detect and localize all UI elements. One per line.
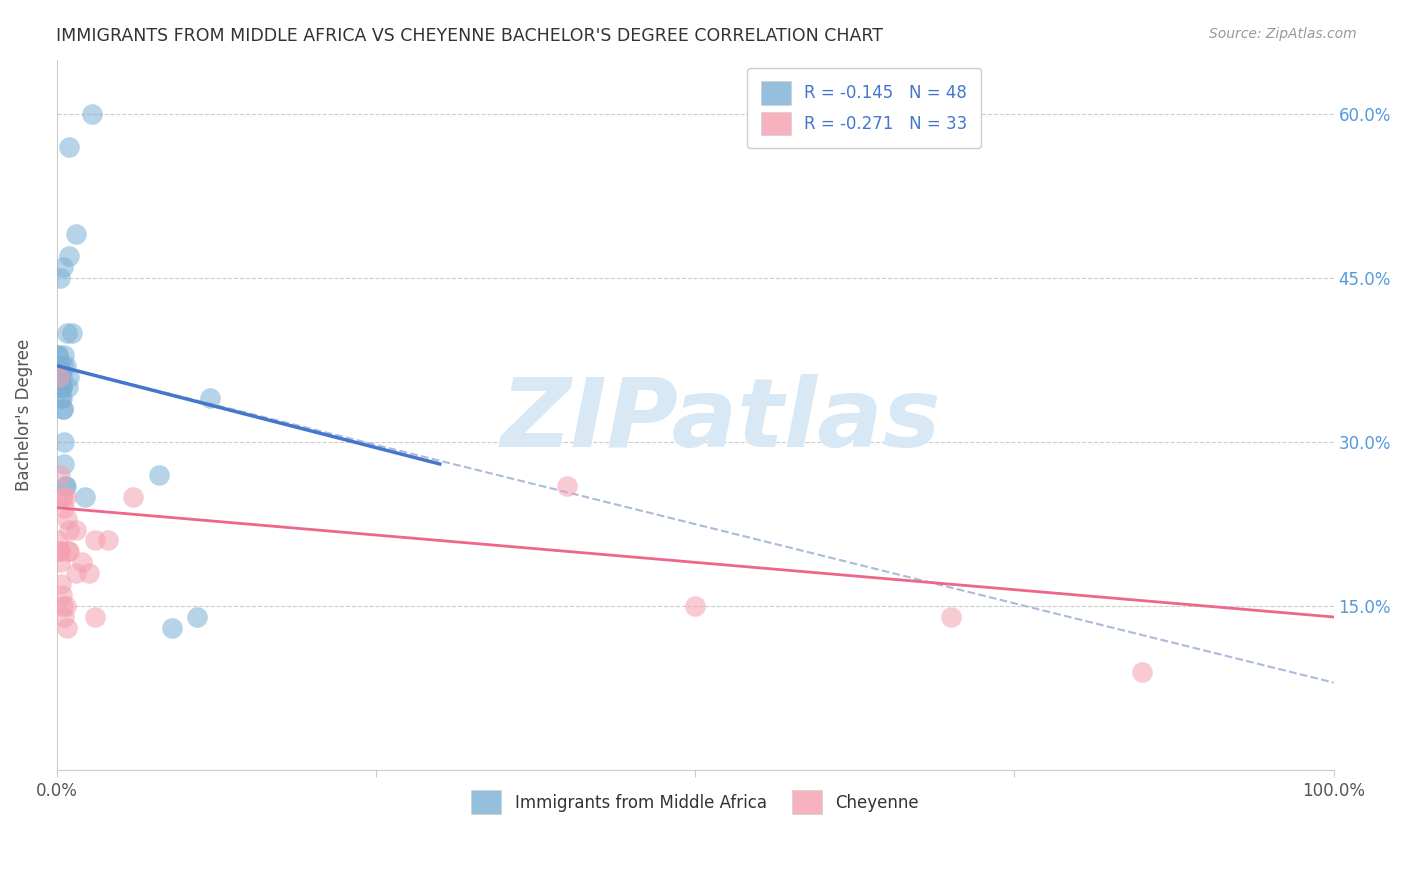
Point xyxy=(49,369,72,384)
Point xyxy=(56,511,79,525)
Point xyxy=(52,359,75,373)
Point xyxy=(46,359,69,373)
Point xyxy=(65,566,87,581)
Point xyxy=(73,490,96,504)
Point xyxy=(48,359,70,373)
Point xyxy=(58,249,80,263)
Point xyxy=(51,490,73,504)
Point xyxy=(56,326,79,340)
Text: Source: ZipAtlas.com: Source: ZipAtlas.com xyxy=(1209,27,1357,41)
Point xyxy=(52,599,75,613)
Point xyxy=(55,490,77,504)
Point xyxy=(683,599,706,613)
Point xyxy=(65,523,87,537)
Point xyxy=(49,544,72,558)
Point xyxy=(186,610,208,624)
Point xyxy=(56,621,79,635)
Point xyxy=(51,588,73,602)
Point xyxy=(58,544,80,558)
Point xyxy=(51,380,73,394)
Point xyxy=(49,392,72,406)
Point xyxy=(51,369,73,384)
Point xyxy=(198,392,221,406)
Point xyxy=(49,380,72,394)
Point xyxy=(557,479,579,493)
Point xyxy=(939,610,962,624)
Point xyxy=(55,359,77,373)
Point xyxy=(49,380,72,394)
Legend: Immigrants from Middle Africa, Cheyenne: Immigrants from Middle Africa, Cheyenne xyxy=(460,779,931,826)
Point xyxy=(55,599,77,613)
Point xyxy=(60,326,83,340)
Point xyxy=(55,479,77,493)
Point xyxy=(53,479,76,493)
Point xyxy=(52,402,75,417)
Point xyxy=(48,359,70,373)
Point xyxy=(48,359,70,373)
Point xyxy=(49,369,72,384)
Point xyxy=(53,500,76,515)
Point xyxy=(52,260,75,275)
Point xyxy=(49,555,72,569)
Point xyxy=(53,457,76,471)
Point xyxy=(84,533,107,548)
Point xyxy=(49,380,72,394)
Point xyxy=(48,369,70,384)
Point xyxy=(48,544,70,558)
Point xyxy=(48,369,70,384)
Point xyxy=(49,577,72,591)
Point xyxy=(52,402,75,417)
Point xyxy=(53,348,76,362)
Point xyxy=(46,359,69,373)
Point xyxy=(52,435,75,450)
Point xyxy=(160,621,183,635)
Point xyxy=(122,490,145,504)
Point xyxy=(53,610,76,624)
Point xyxy=(48,380,70,394)
Point xyxy=(56,380,79,394)
Point xyxy=(82,107,104,121)
Point xyxy=(58,523,80,537)
Text: ZIPatlas: ZIPatlas xyxy=(501,374,941,467)
Point xyxy=(48,369,70,384)
Point xyxy=(49,271,72,285)
Point xyxy=(49,380,72,394)
Point xyxy=(46,380,69,394)
Point xyxy=(49,467,72,482)
Point xyxy=(70,555,93,569)
Point xyxy=(1130,665,1153,679)
Point xyxy=(49,369,72,384)
Point xyxy=(148,467,170,482)
Point xyxy=(48,544,70,558)
Point xyxy=(48,369,70,384)
Point xyxy=(52,490,75,504)
Y-axis label: Bachelor's Degree: Bachelor's Degree xyxy=(15,339,32,491)
Point xyxy=(65,227,87,242)
Point xyxy=(46,533,69,548)
Point xyxy=(46,348,69,362)
Point xyxy=(56,544,79,558)
Point xyxy=(51,392,73,406)
Point xyxy=(84,610,107,624)
Text: IMMIGRANTS FROM MIDDLE AFRICA VS CHEYENNE BACHELOR'S DEGREE CORRELATION CHART: IMMIGRANTS FROM MIDDLE AFRICA VS CHEYENN… xyxy=(56,27,883,45)
Point xyxy=(97,533,120,548)
Point xyxy=(58,369,80,384)
Point xyxy=(51,380,73,394)
Point xyxy=(46,348,69,362)
Point xyxy=(58,140,80,154)
Point xyxy=(77,566,100,581)
